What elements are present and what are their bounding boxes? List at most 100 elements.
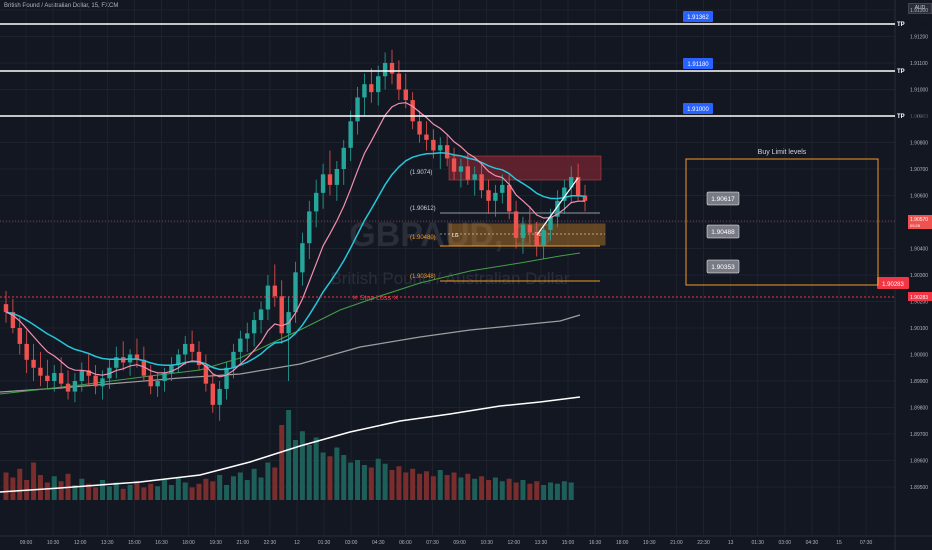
tp-price-badge: [683, 103, 713, 114]
volume-bar: [134, 481, 140, 500]
candle-body: [86, 370, 91, 376]
candle-body: [24, 343, 29, 360]
ema-teal-line: [5, 151, 586, 371]
candle-body: [10, 312, 16, 328]
current-price-value: 1.90570: [910, 217, 928, 223]
volume-bar: [472, 478, 478, 500]
candle-body: [258, 309, 264, 321]
candle-body: [293, 272, 298, 313]
candle-body: [3, 304, 9, 313]
candle-body: [93, 375, 98, 387]
volume-bar: [203, 478, 209, 500]
candle-body: [382, 63, 388, 77]
ma-green-line: [0, 252, 581, 395]
volume-bar: [375, 458, 381, 500]
volume-bar: [251, 468, 257, 500]
ema-pink-line: [5, 102, 586, 378]
y-tick-label: 1.89900: [910, 379, 928, 385]
x-tick-label: 13:30: [535, 540, 548, 546]
candle-body: [183, 343, 188, 355]
x-tick-label: 13: [728, 540, 734, 546]
stop-axis-tag: [908, 292, 932, 301]
tp-price-badge: [683, 58, 713, 69]
candle-body: [548, 216, 553, 230]
tp-price-text: 1.91362: [687, 15, 709, 21]
candle-body: [575, 176, 581, 196]
candle-body: [155, 381, 160, 387]
volume-bar: [465, 473, 471, 500]
candle-body: [389, 63, 395, 74]
volume-bar: [120, 488, 126, 500]
candle-body: [396, 73, 402, 90]
volume-bar: [155, 486, 161, 500]
volume-bar: [189, 487, 195, 500]
zone-price-label: (1.90612): [410, 206, 436, 212]
y-tick-label: 1.89600: [910, 459, 928, 465]
wedge-label: (1.9074): [410, 170, 432, 176]
volume-bar: [561, 481, 567, 500]
volume-bar: [286, 410, 292, 500]
volume-bar: [113, 482, 119, 500]
volume-bar: [348, 462, 354, 500]
candle-body: [582, 195, 588, 201]
y-tick-label: 1.90000: [910, 353, 928, 359]
volume-bar: [479, 476, 485, 500]
volume-bar: [279, 425, 285, 500]
x-tick-label: 19:30: [209, 540, 222, 546]
x-tick-label: 03:00: [779, 540, 792, 546]
volume-bar: [341, 455, 347, 500]
y-tick-label: 1.90400: [910, 247, 928, 253]
candle-body: [265, 285, 271, 310]
candle-body: [203, 365, 209, 384]
volume-bar: [175, 477, 181, 500]
candle-body: [148, 375, 153, 387]
x-tick-label: 01:30: [751, 540, 764, 546]
volume-bar: [320, 452, 326, 500]
volume-bar: [403, 472, 409, 500]
candle-body: [313, 192, 319, 212]
candle-body: [210, 383, 215, 405]
volume-bar: [210, 481, 216, 500]
stop-loss-label: ✕ Stop Loss ✕: [352, 295, 399, 302]
candle-body: [320, 174, 326, 193]
x-tick-label: 10:30: [47, 540, 60, 546]
buy-limit-title: Buy Limit levels: [758, 149, 807, 156]
candle-body: [231, 351, 236, 368]
volume-bar: [568, 482, 574, 500]
y-tick-label: 1.90800: [910, 141, 928, 147]
tp-axis-value: 1.91360: [910, 22, 928, 28]
candle-body: [327, 174, 333, 185]
candle-body: [403, 89, 408, 101]
x-tick-label: 19:30: [643, 540, 656, 546]
y-tick-label: 1.89700: [910, 432, 928, 438]
x-tick-label: 15: [836, 540, 842, 546]
x-tick-label: 09:00: [453, 540, 466, 546]
volume-bar: [10, 477, 16, 500]
candle-body: [376, 76, 381, 93]
candle-body: [189, 343, 195, 352]
volume-bar: [230, 476, 236, 500]
volume-bar: [224, 485, 230, 500]
buy-limit-price: 1.90617: [711, 196, 735, 203]
zone-price-label: (1.90348): [410, 274, 436, 280]
x-tick-label: 06:00: [399, 540, 412, 546]
x-tick-label: 01:30: [318, 540, 331, 546]
volume-bar: [361, 465, 367, 500]
candle-body: [410, 100, 415, 122]
candle-body: [362, 84, 367, 98]
candle-body: [17, 328, 22, 344]
candle-body: [369, 84, 374, 93]
volume-bar: [313, 437, 319, 500]
tp-label: TP: [897, 69, 905, 75]
volume-bar: [72, 485, 78, 500]
candle-body: [341, 147, 346, 169]
candle-body: [169, 365, 174, 374]
candle-body: [224, 367, 229, 389]
candle-body: [465, 166, 471, 180]
candle-body: [555, 200, 560, 217]
candle-body: [38, 367, 43, 376]
volume-bar: [437, 470, 443, 500]
volume-bar: [451, 472, 457, 500]
x-tick-label: 15:00: [562, 540, 575, 546]
